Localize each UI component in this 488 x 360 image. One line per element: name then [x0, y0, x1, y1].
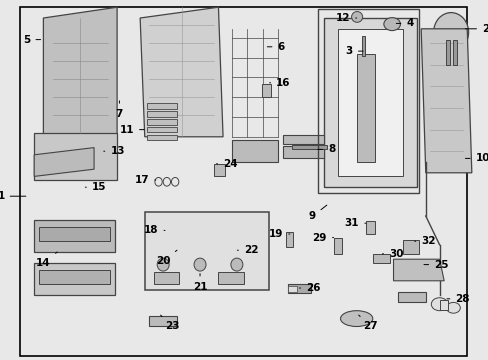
Text: 4: 4 [395, 18, 413, 28]
Text: 17: 17 [134, 175, 156, 185]
Bar [287, 284, 310, 293]
Text: 16: 16 [269, 78, 290, 88]
Polygon shape [338, 29, 402, 176]
Bar [372, 254, 389, 263]
Bar [452, 40, 456, 65]
Bar [147, 119, 177, 125]
Text: 3: 3 [345, 46, 363, 56]
Text: 30: 30 [382, 249, 403, 259]
Text: 21: 21 [192, 274, 207, 292]
Text: 26: 26 [299, 283, 320, 293]
Bar [446, 40, 449, 65]
Polygon shape [43, 7, 117, 137]
Bar [154, 272, 179, 284]
Text: 24: 24 [216, 159, 237, 169]
Polygon shape [34, 148, 94, 176]
Bar [218, 272, 244, 284]
Text: 1: 1 [0, 191, 26, 201]
Bar [34, 220, 115, 252]
Bar [317, 9, 418, 193]
Text: 32: 32 [414, 236, 435, 246]
Bar [232, 140, 278, 162]
Text: 14: 14 [36, 252, 57, 268]
Text: 22: 22 [237, 245, 258, 255]
Bar [39, 270, 110, 284]
Bar [147, 135, 177, 140]
Polygon shape [324, 18, 416, 187]
Text: 13: 13 [103, 146, 124, 156]
Text: 27: 27 [358, 315, 377, 331]
Ellipse shape [446, 302, 459, 313]
Polygon shape [34, 133, 117, 180]
Polygon shape [393, 259, 443, 281]
Bar [356, 54, 374, 162]
Bar [333, 238, 341, 254]
Text: 12: 12 [335, 13, 356, 23]
Ellipse shape [157, 258, 169, 271]
Text: 2: 2 [465, 24, 488, 34]
Bar [147, 103, 177, 109]
Bar [365, 221, 374, 234]
Bar [144, 212, 268, 290]
Bar [147, 127, 177, 132]
Bar [262, 84, 271, 97]
Text: 9: 9 [308, 205, 326, 221]
Text: 19: 19 [268, 229, 289, 239]
Polygon shape [140, 7, 223, 137]
Ellipse shape [383, 18, 400, 31]
Bar [34, 263, 115, 295]
Text: 31: 31 [344, 218, 365, 228]
Bar [147, 111, 177, 117]
Bar [283, 146, 324, 158]
Polygon shape [420, 29, 471, 173]
Text: 15: 15 [85, 182, 106, 192]
Text: 6: 6 [267, 42, 284, 52]
Bar [362, 36, 365, 56]
Text: 25: 25 [423, 260, 448, 270]
Bar [283, 135, 324, 144]
Text: 18: 18 [143, 225, 164, 235]
Text: 10: 10 [465, 153, 488, 163]
Text: 11: 11 [119, 125, 144, 135]
Ellipse shape [194, 258, 205, 271]
Bar [402, 240, 418, 254]
Bar [291, 145, 326, 149]
Ellipse shape [340, 311, 372, 327]
Text: 20: 20 [156, 250, 177, 266]
Bar [285, 232, 292, 247]
Bar [288, 286, 296, 292]
Bar [213, 164, 225, 176]
Text: 29: 29 [312, 233, 333, 243]
Text: 5: 5 [23, 35, 41, 45]
Bar [439, 300, 447, 310]
Ellipse shape [433, 13, 468, 52]
Ellipse shape [230, 258, 243, 271]
Ellipse shape [430, 298, 447, 311]
Text: 28: 28 [446, 294, 469, 304]
Text: 8: 8 [317, 144, 335, 154]
Bar [39, 227, 110, 241]
Ellipse shape [351, 12, 362, 22]
Bar [397, 292, 425, 302]
Text: 23: 23 [160, 315, 179, 331]
Text: 7: 7 [116, 101, 123, 119]
Bar [149, 316, 177, 326]
